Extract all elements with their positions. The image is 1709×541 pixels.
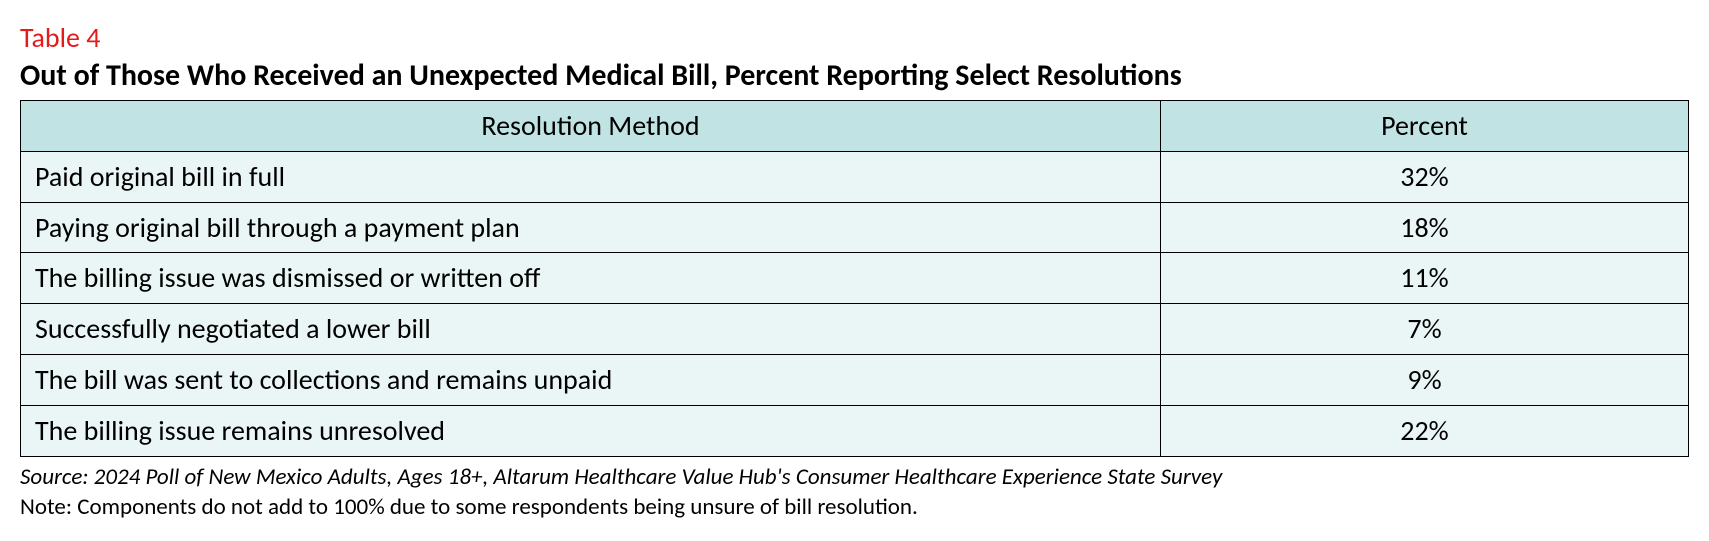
cell-percent: 9% <box>1161 354 1689 405</box>
cell-percent: 32% <box>1161 151 1689 202</box>
resolution-table: Resolution Method Percent Paid original … <box>20 100 1689 457</box>
table-row: The bill was sent to collections and rem… <box>21 354 1689 405</box>
cell-method: The billing issue was dismissed or writt… <box>21 253 1161 304</box>
cell-percent: 7% <box>1161 304 1689 355</box>
table-row: Successfully negotiated a lower bill 7% <box>21 304 1689 355</box>
cell-percent: 18% <box>1161 202 1689 253</box>
cell-percent: 22% <box>1161 405 1689 456</box>
table-container: Table 4 Out of Those Who Received an Une… <box>20 20 1689 521</box>
table-note: Note: Components do not add to 100% due … <box>20 493 1689 521</box>
table-row: Paying original bill through a payment p… <box>21 202 1689 253</box>
table-source: Source: 2024 Poll of New Mexico Adults, … <box>20 463 1689 491</box>
cell-method: Successfully negotiated a lower bill <box>21 304 1161 355</box>
cell-method: The billing issue remains unresolved <box>21 405 1161 456</box>
table-title: Out of Those Who Received an Unexpected … <box>20 57 1689 94</box>
column-header-percent: Percent <box>1161 101 1689 152</box>
table-row: The billing issue remains unresolved 22% <box>21 405 1689 456</box>
table-label: Table 4 <box>20 20 1689 55</box>
table-header-row: Resolution Method Percent <box>21 101 1689 152</box>
table-body: Paid original bill in full 32% Paying or… <box>21 151 1689 456</box>
cell-method: Paid original bill in full <box>21 151 1161 202</box>
table-row: The billing issue was dismissed or writt… <box>21 253 1689 304</box>
cell-percent: 11% <box>1161 253 1689 304</box>
cell-method: Paying original bill through a payment p… <box>21 202 1161 253</box>
cell-method: The bill was sent to collections and rem… <box>21 354 1161 405</box>
table-row: Paid original bill in full 32% <box>21 151 1689 202</box>
column-header-method: Resolution Method <box>21 101 1161 152</box>
